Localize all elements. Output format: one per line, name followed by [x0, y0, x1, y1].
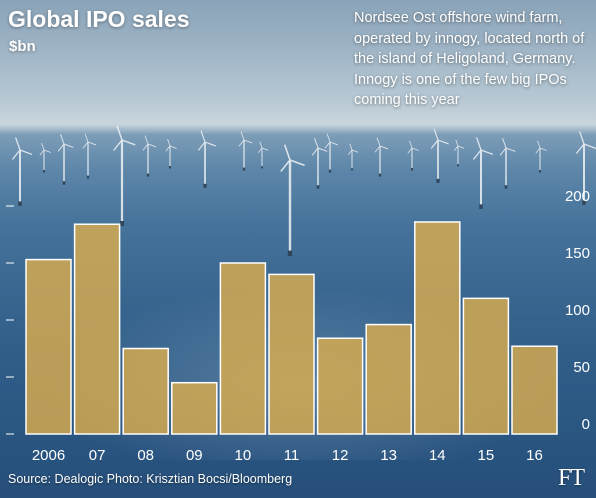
bar-07 — [73, 223, 121, 435]
y-axis-labels: 0 50 100 150 200 — [565, 188, 590, 433]
wind-turbine — [197, 130, 216, 188]
bar-09 — [171, 381, 218, 435]
y-axis-left-tick-marks — [6, 205, 14, 435]
chart-unit-label: $bn — [9, 38, 36, 55]
bar-08 — [122, 347, 169, 435]
y-tick-label: 100 — [565, 302, 590, 319]
wind-turbine — [238, 131, 253, 171]
wind-turbine — [165, 138, 177, 169]
bar-13 — [365, 323, 412, 435]
wind-turbine — [347, 143, 359, 171]
bar-2006 — [25, 258, 72, 435]
wind-turbine — [11, 137, 33, 206]
wind-turbine — [472, 137, 494, 209]
y-tick-label: 200 — [565, 188, 590, 205]
y-tick-label: 50 — [573, 359, 590, 376]
y-tick-label: 150 — [565, 245, 590, 262]
bars-group — [25, 221, 558, 435]
bar-14 — [414, 221, 461, 435]
wind-turbine — [82, 133, 97, 179]
x-tick-label: 10 — [235, 447, 252, 464]
bar-12 — [316, 337, 364, 435]
x-tick-label: 13 — [380, 447, 397, 464]
source-note: Source: Dealogic Photo: Krisztian Bocsi/… — [8, 472, 293, 486]
wind-turbine — [57, 134, 74, 185]
x-tick-label: 09 — [186, 447, 203, 464]
bar-10 — [219, 262, 267, 435]
bar-11 — [268, 273, 315, 435]
x-axis-labels: 2006 07 08 09 10 11 12 13 14 15 16 — [32, 447, 543, 464]
bar-15 — [462, 297, 510, 435]
x-tick-label: 16 — [526, 447, 543, 464]
wind-turbine — [575, 131, 596, 205]
wind-turbine — [39, 142, 51, 173]
wind-turbine — [280, 144, 305, 257]
x-tick-label: 11 — [284, 447, 300, 464]
bar-16 — [511, 345, 558, 435]
wind-turbine — [311, 138, 328, 189]
wind-turbine — [324, 133, 339, 173]
wind-turbine — [499, 138, 516, 189]
wind-turbine — [430, 128, 449, 183]
wind-turbine — [257, 141, 269, 169]
x-tick-label: 15 — [478, 447, 495, 464]
wind-turbine — [113, 125, 136, 226]
x-tick-label: 14 — [429, 447, 446, 464]
x-tick-label: 07 — [89, 447, 106, 464]
chart-title: Global IPO sales — [8, 6, 190, 32]
wind-turbine — [453, 139, 465, 167]
ft-logo: FT — [558, 465, 585, 491]
x-tick-label: 08 — [137, 447, 154, 464]
x-tick-label: 12 — [332, 447, 349, 464]
x-tick-label: 2006 — [32, 447, 65, 464]
wind-turbine — [374, 137, 389, 177]
y-tick-label: 0 — [582, 416, 590, 433]
wind-turbine — [407, 140, 419, 171]
photo-caption: Nordsee Ost offshore wind farm, operated… — [354, 10, 585, 108]
wind-turbine — [142, 135, 157, 177]
wind-turbine — [535, 140, 547, 173]
